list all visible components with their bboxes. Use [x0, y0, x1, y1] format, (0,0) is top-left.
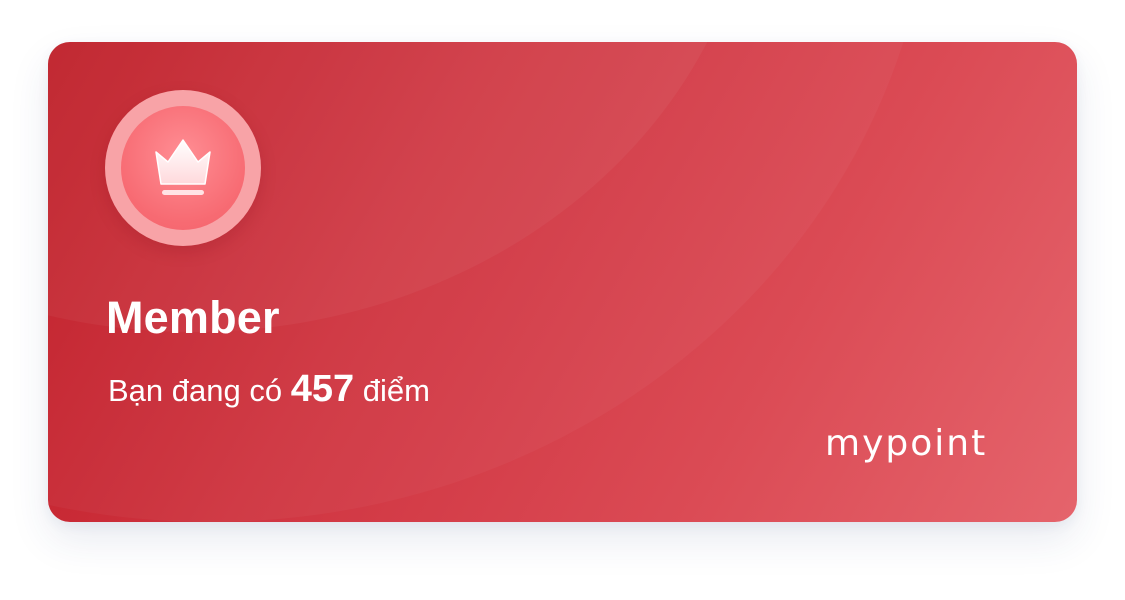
crown-icon	[155, 139, 211, 195]
membership-card[interactable]: Member Bạn đang có 457 điểm mypoint	[48, 42, 1077, 522]
points-suffix: điểm	[362, 373, 430, 408]
points-prefix: Bạn đang có	[108, 373, 283, 408]
brand-logo: mypoint	[825, 423, 988, 464]
tier-badge-inner	[121, 106, 245, 230]
points-summary: Bạn đang có 457 điểm	[108, 368, 430, 411]
tier-badge	[105, 90, 261, 246]
tier-name: Member	[106, 292, 280, 343]
points-value: 457	[290, 368, 355, 410]
